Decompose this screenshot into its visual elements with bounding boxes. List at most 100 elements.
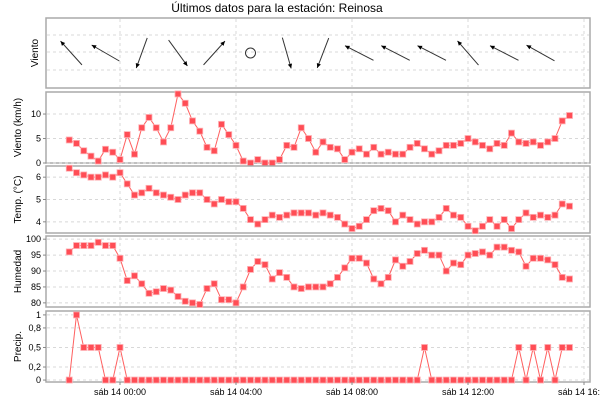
data-point <box>377 376 385 384</box>
data-point <box>65 248 73 256</box>
data-point <box>254 376 262 384</box>
wind-arrow-head <box>287 63 293 69</box>
data-point <box>189 117 196 125</box>
x-tick-label: sáb 14 16:00 <box>558 387 600 397</box>
x-tick-label: sáb 14 00:00 <box>94 387 146 397</box>
data-point <box>537 211 544 219</box>
data-point <box>515 216 523 224</box>
data-point <box>276 156 283 163</box>
data-point <box>493 140 501 147</box>
data-point <box>486 145 494 153</box>
data-point <box>384 148 392 156</box>
data-point <box>522 140 530 147</box>
data-point <box>109 376 117 384</box>
data-point <box>435 213 443 221</box>
data-point <box>363 216 370 224</box>
data-point <box>370 275 378 283</box>
data-point <box>80 171 88 179</box>
data-point <box>515 248 523 256</box>
wind-arrow <box>60 40 83 66</box>
data-point <box>537 141 544 149</box>
data-point <box>464 135 472 142</box>
data-point <box>486 251 494 259</box>
data-point <box>210 376 218 384</box>
data-point <box>544 138 552 146</box>
data-point <box>189 299 196 307</box>
data-point <box>566 202 573 210</box>
wind-speed-axis-label: Viento (km/h) <box>13 98 24 157</box>
data-point <box>341 264 349 272</box>
data-point <box>428 251 436 259</box>
data-point <box>529 254 537 262</box>
plot-frame <box>45 310 591 383</box>
data-point <box>493 243 501 251</box>
data-point <box>239 157 247 165</box>
data-point <box>181 99 189 107</box>
data-point <box>450 141 457 149</box>
data-point <box>435 376 443 384</box>
temperature-axis-label: Temp. (°C) <box>13 176 24 224</box>
data-point <box>138 124 146 132</box>
data-point <box>232 299 240 307</box>
data-point <box>247 159 254 167</box>
data-point <box>218 376 225 384</box>
data-point <box>203 376 211 384</box>
data-point <box>73 140 80 147</box>
y-tick-label: 95 <box>31 250 41 260</box>
data-point <box>319 283 327 291</box>
data-point <box>312 148 320 156</box>
data-point <box>529 344 537 351</box>
data-point <box>268 275 276 283</box>
data-point <box>522 262 530 270</box>
data-point <box>87 344 95 351</box>
data-point <box>355 376 363 384</box>
data-point <box>152 288 160 296</box>
data-point <box>102 171 109 179</box>
data-point <box>435 147 443 155</box>
data-point <box>486 216 494 224</box>
wind-arrow-head <box>526 45 532 50</box>
data-point <box>428 218 436 226</box>
wind-arrow <box>526 44 555 62</box>
data-point <box>457 140 465 147</box>
y-tick-label: 0,2 <box>28 362 41 372</box>
data-point <box>341 220 349 228</box>
data-point <box>537 376 544 384</box>
data-point <box>225 131 233 139</box>
data-point <box>196 376 204 384</box>
data-point <box>196 127 204 135</box>
y-tick-label: 80 <box>31 298 41 308</box>
data-point <box>254 258 262 265</box>
data-point <box>500 376 508 384</box>
data-point <box>290 376 298 384</box>
data-point <box>551 376 559 384</box>
data-point <box>450 211 457 219</box>
data-point <box>247 216 254 224</box>
wind-direction-panel: Viento <box>30 17 591 89</box>
data-point <box>203 196 211 203</box>
data-point <box>312 283 320 291</box>
data-point <box>370 143 378 151</box>
temperature-panel: Temp. (°C) 4 5 6 <box>13 164 591 235</box>
y-tick-label: 6 <box>36 172 41 182</box>
data-point <box>544 344 552 351</box>
data-point <box>537 254 544 262</box>
data-point <box>508 225 515 232</box>
humidity-axis-label: Humedad <box>13 250 24 293</box>
wind-arrow-shaft <box>281 37 292 69</box>
data-point <box>297 124 305 132</box>
data-point <box>225 296 233 304</box>
wind-arrow-shaft <box>203 40 226 66</box>
data-point <box>131 272 138 280</box>
data-point <box>392 256 399 264</box>
data-point <box>471 227 479 235</box>
y-tick-label: 4 <box>36 217 41 227</box>
data-point <box>254 156 262 163</box>
data-point <box>428 376 436 384</box>
data-point <box>515 138 523 146</box>
wind-arrow <box>381 45 410 61</box>
data-point <box>167 124 175 132</box>
data-point <box>167 286 175 294</box>
wind-arrow <box>489 45 519 61</box>
wind-arrow-shaft <box>417 45 447 61</box>
